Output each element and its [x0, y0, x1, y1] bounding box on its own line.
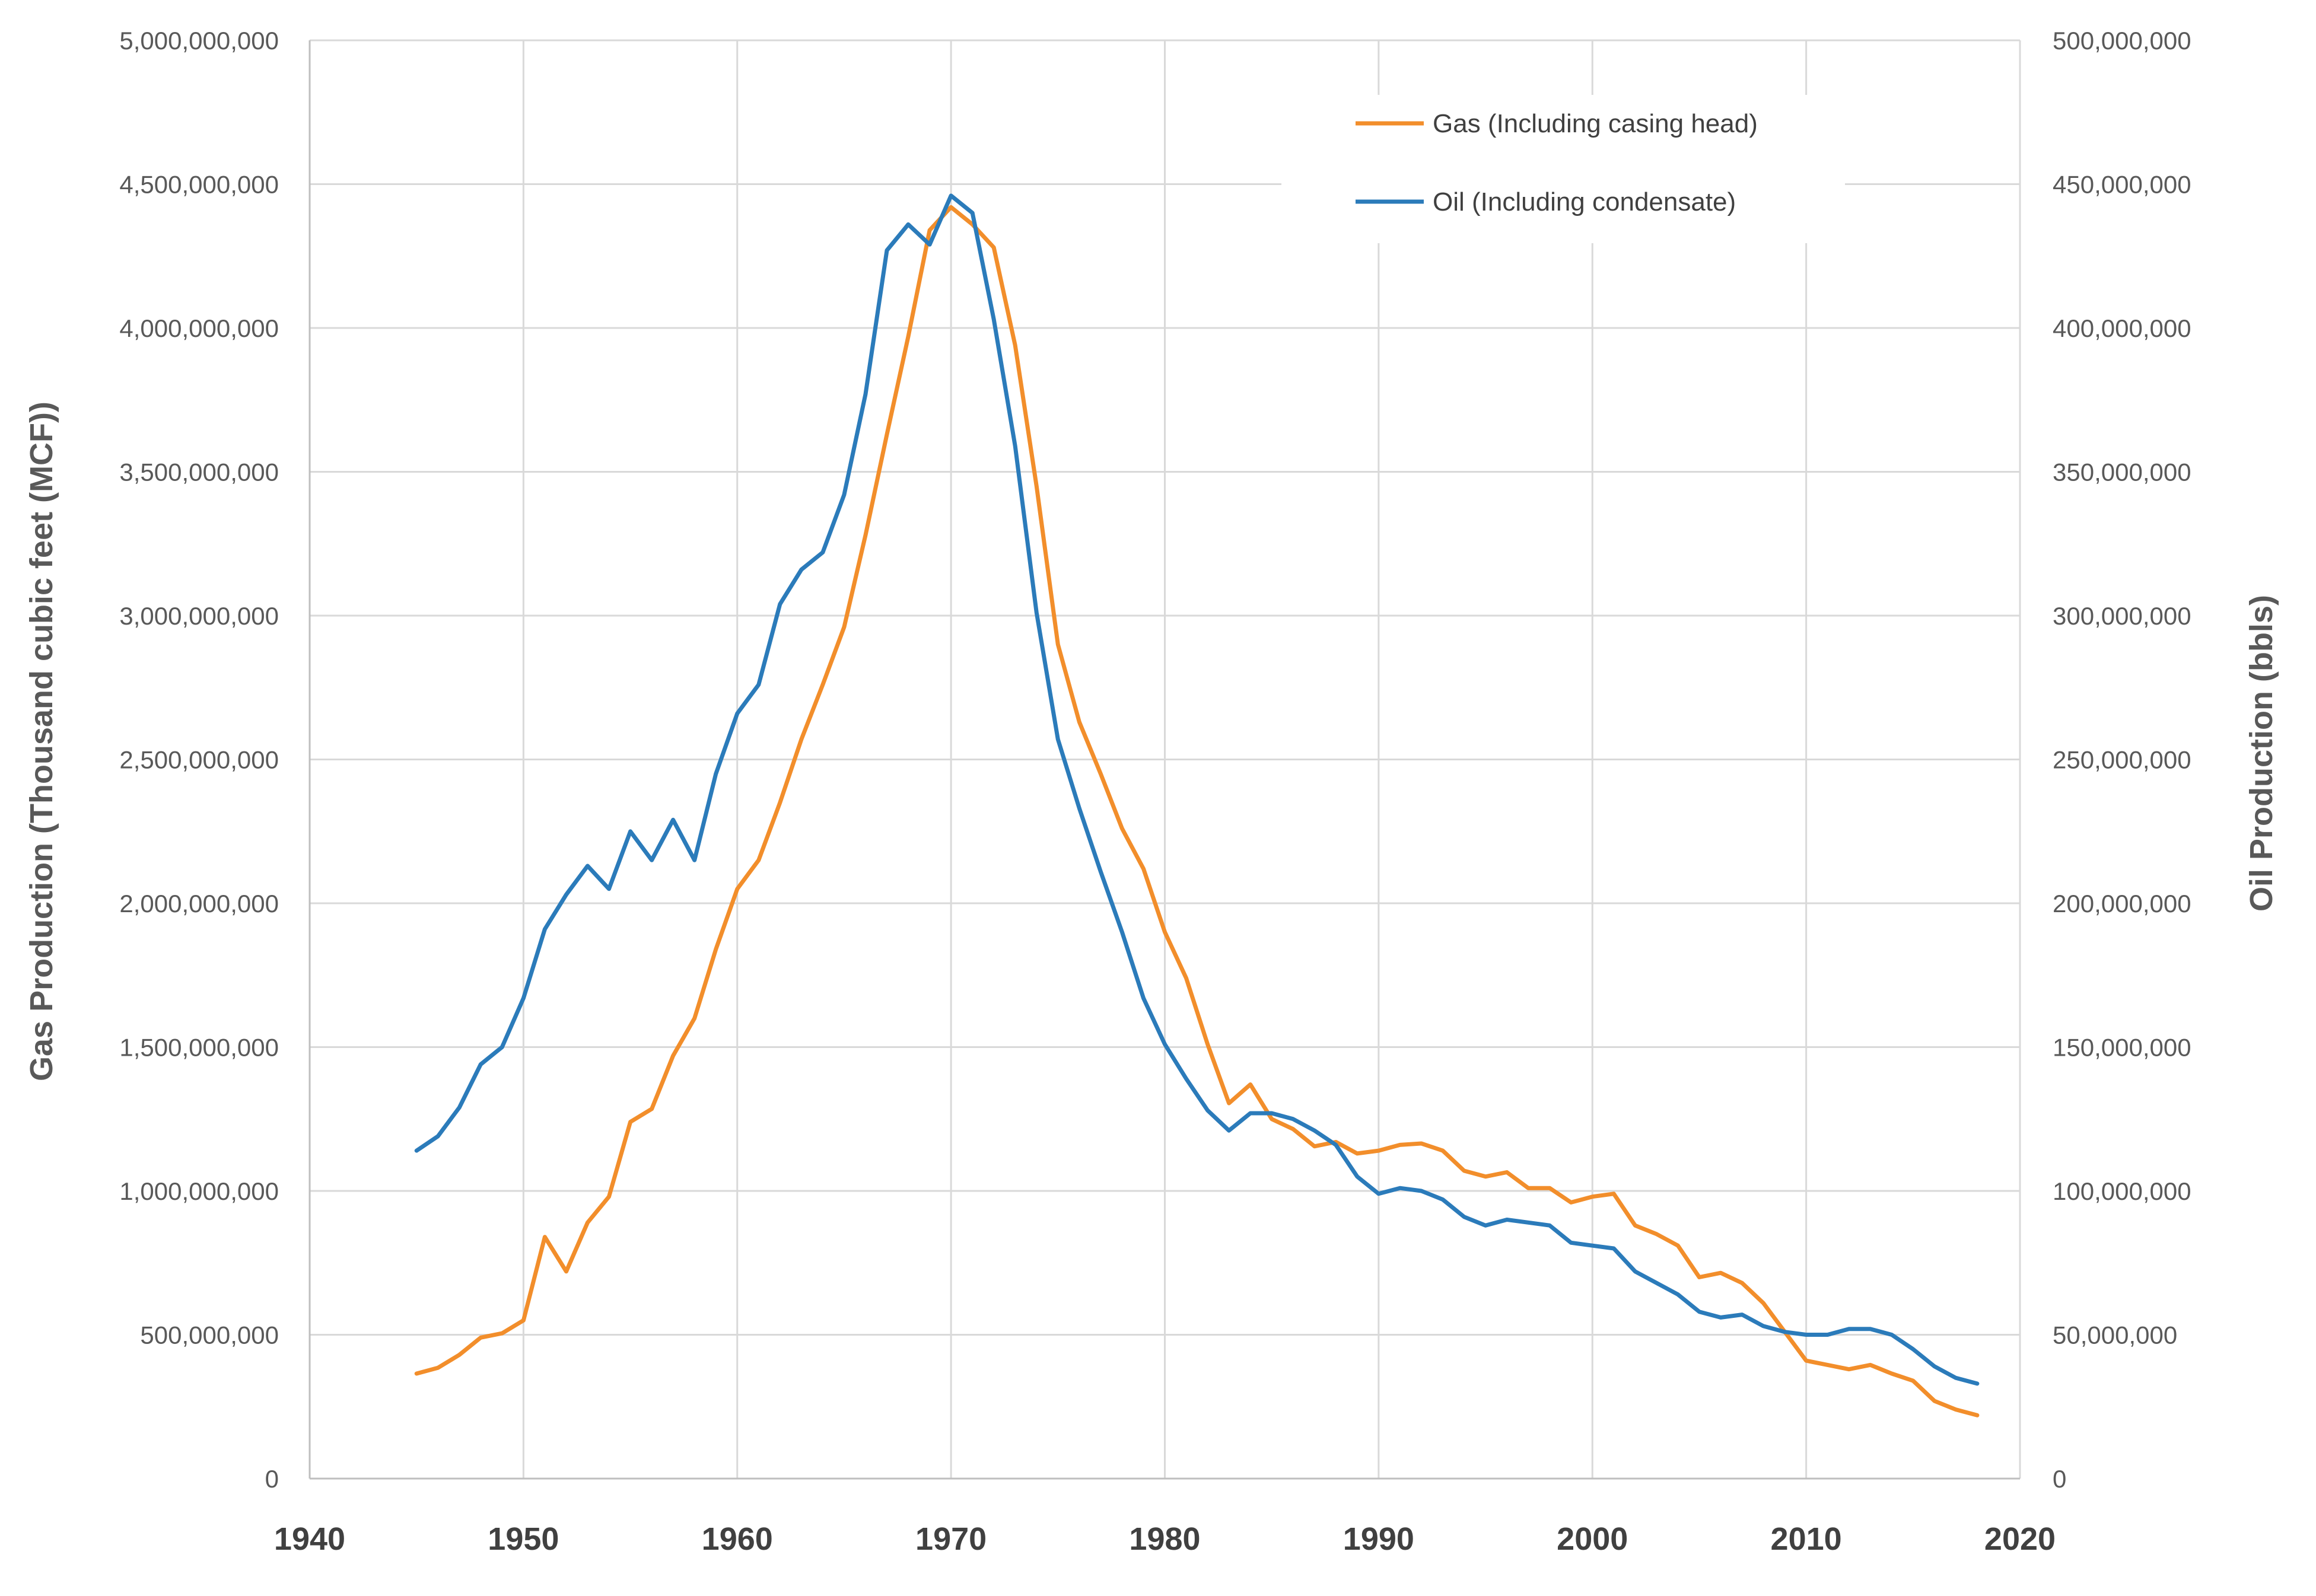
left-y-tick-label: 4,000,000,000 — [119, 314, 279, 342]
legend-label-oil: Oil (Including condensate) — [1433, 187, 1736, 216]
left-y-tick-label: 0 — [265, 1465, 279, 1493]
right-y-tick-label: 150,000,000 — [2053, 1034, 2191, 1062]
left-y-tick-label: 5,000,000,000 — [119, 27, 279, 55]
left-y-tick-label: 1,000,000,000 — [119, 1177, 279, 1205]
left-y-tick-label: 3,500,000,000 — [119, 458, 279, 486]
x-tick-label: 1960 — [702, 1521, 773, 1557]
x-tick-label: 1970 — [915, 1521, 987, 1557]
right-y-axis-title: Oil Production (bbls) — [2244, 595, 2279, 912]
x-tick-label: 1940 — [274, 1521, 345, 1557]
legend: Gas (Including casing head) Oil (Includi… — [1281, 95, 1845, 243]
oil-series-line — [414, 193, 1980, 1386]
axes — [308, 40, 2020, 1480]
left-y-tick-label: 3,000,000,000 — [119, 602, 279, 630]
right-y-tick-label: 50,000,000 — [2053, 1321, 2177, 1349]
right-y-tick-label: 200,000,000 — [2053, 890, 2191, 918]
x-tick-label: 2020 — [1984, 1521, 2056, 1557]
x-tick-label: 1980 — [1129, 1521, 1200, 1557]
right-y-tick-label: 450,000,000 — [2053, 171, 2191, 199]
right-y-tick-label: 400,000,000 — [2053, 314, 2191, 342]
series-lines — [414, 193, 1980, 1417]
left-y-tick-label: 2,500,000,000 — [119, 746, 279, 774]
left-y-tick-label: 500,000,000 — [140, 1321, 279, 1349]
x-tick-label: 2010 — [1771, 1521, 1842, 1557]
x-tick-label: 1990 — [1343, 1521, 1414, 1557]
right-y-tick-label: 250,000,000 — [2053, 746, 2191, 774]
gas-series-line — [414, 205, 1980, 1417]
x-tick-labels: 1940 1950 1960 1970 1980 1990 2000 2010 2020 — [274, 1521, 2056, 1557]
right-y-tick-label: 500,000,000 — [2053, 27, 2191, 55]
left-y-axis-title: Gas Production (Thousand cubic feet (MCF… — [24, 402, 59, 1081]
legend-background — [1281, 95, 1845, 243]
right-y-tick-labels: 0 50,000,000 100,000,000 150,000,000 200,000… — [2053, 27, 2191, 1493]
left-y-tick-label: 1,500,000,000 — [119, 1034, 279, 1062]
right-y-tick-label: 100,000,000 — [2053, 1177, 2191, 1205]
left-y-tick-label: 4,500,000,000 — [119, 171, 279, 199]
right-y-tick-label: 350,000,000 — [2053, 458, 2191, 486]
right-y-tick-label: 0 — [2053, 1465, 2066, 1493]
legend-label-gas: Gas (Including casing head) — [1433, 109, 1758, 138]
left-y-tick-labels: 0 500,000,000 1,000,000,000 1,500,000,000 2,… — [119, 27, 279, 1493]
grid-lines — [310, 39, 2021, 1479]
x-tick-label: 1950 — [488, 1521, 559, 1557]
right-y-tick-label: 300,000,000 — [2053, 602, 2191, 630]
x-tick-label: 2000 — [1557, 1521, 1628, 1557]
left-y-tick-label: 2,000,000,000 — [119, 890, 279, 918]
